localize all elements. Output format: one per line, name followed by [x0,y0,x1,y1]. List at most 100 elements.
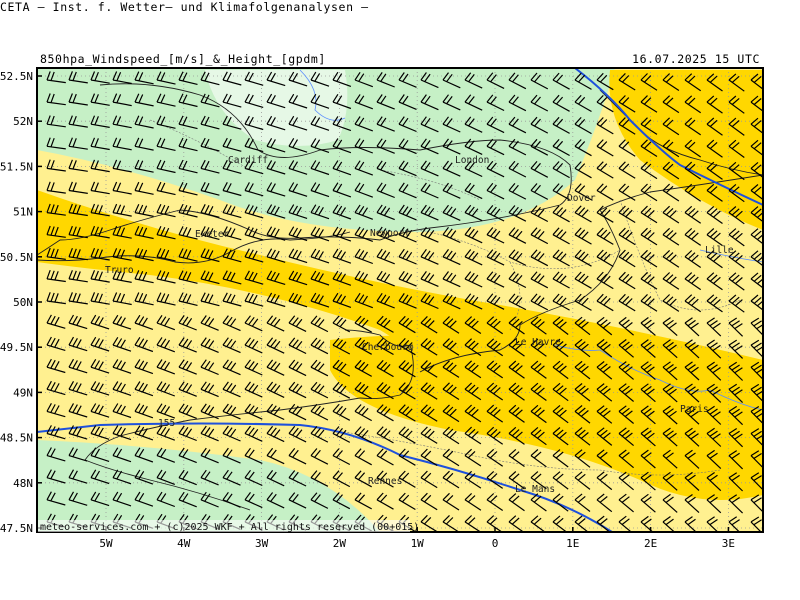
wind-barb [90,181,110,195]
wind-barb [420,182,439,199]
wind-barb [618,205,636,224]
wind-barb [508,116,527,134]
wind-barb [156,71,176,85]
wind-barb [552,271,570,289]
wind-barb [662,73,680,92]
wind-barb [156,270,176,284]
wind-barb [684,361,700,381]
wind-barb [596,493,613,513]
wind-barb [662,427,678,447]
wind-barb [486,493,504,511]
wind-barb [662,139,680,158]
wind-barb [728,95,745,114]
wind-barb [728,472,744,492]
wind-barb [530,382,547,401]
wind-barb [332,404,351,421]
wind-barb [574,271,592,289]
wind-barb [354,71,374,88]
wind-barb [178,359,197,375]
wind-barb [178,315,197,331]
wind-barb [310,448,329,465]
wind-barb [46,159,66,172]
wind-barb [244,337,263,354]
wind-barb [552,72,570,90]
wind-barb [68,381,88,396]
wind-barb [112,403,132,419]
wind-barb [574,205,592,223]
wind-barb [464,182,483,200]
wind-barb [398,426,416,444]
wind-barb [574,94,592,113]
wind-barb [266,403,285,421]
wind-barb [530,316,547,335]
wind-barb [178,491,197,508]
wind-barb [574,139,592,157]
wind-barb [134,159,154,173]
wind-barb [200,315,219,331]
wind-barb [156,314,176,331]
wind-barb [640,471,656,491]
wind-barb [310,204,330,220]
wind-barb [618,471,634,491]
wind-barb [310,315,329,333]
wind-barb [46,358,66,374]
wind-barb [596,117,614,135]
wind-barb [530,161,549,178]
wind-barb [596,139,614,157]
wind-barb [662,405,678,425]
wind-barb [68,270,88,283]
wind-barb [244,469,263,487]
wind-barb [244,115,264,131]
wind-barb [618,249,636,268]
wind-barb [332,160,352,176]
wind-barb [310,337,329,355]
lat-label-48-5n: 48.5N [0,432,33,445]
wind-barb [706,272,723,291]
wind-barb [244,292,264,307]
wind-barb [618,383,634,402]
lat-label-51-5n: 51.5N [0,160,33,173]
speed-band-15-20-east [609,70,763,230]
wind-barb [68,203,88,217]
wind-barb [288,160,308,175]
wind-barb [420,492,438,511]
wind-barb [508,94,527,112]
wind-barb [706,516,719,532]
wind-barb [376,182,395,199]
wind-barb [244,93,264,108]
wind-barb [112,225,132,239]
wind-barb [68,137,88,150]
wind-barb [266,359,285,376]
wind-barb [706,339,722,359]
wind-barb [310,292,330,308]
city-lille: Lille [705,245,734,256]
wind-barb [442,470,460,489]
wind-barb [750,184,763,201]
wind-barb [266,160,286,175]
copyright-credit: meteo-services.com + (c)2025 WKF + All r… [40,522,419,533]
wind-barb [354,315,372,333]
wind-barb [640,383,656,403]
wind-barb [618,72,636,91]
wind-barb [222,248,242,263]
lat-label-52-5n: 52.5N [0,70,33,83]
wind-barb [530,426,547,446]
wind-barb [376,160,395,176]
wind-barb [112,93,132,107]
wind-barb [112,71,132,85]
wind-barb [68,181,88,194]
lat-label-52n: 52N [13,115,33,128]
wind-barb [640,427,656,447]
wind-barb [332,204,352,220]
wind-barb [376,270,395,287]
wind-barb [200,71,220,86]
wind-barb [222,315,241,332]
wind-barb [530,338,547,357]
wind-barb [354,359,372,377]
wind-barb [530,72,549,90]
wind-barb [90,336,110,352]
wind-barb [618,427,634,447]
wind-barb [420,116,439,133]
wind-barb [46,425,66,440]
wind-barb [354,248,374,265]
